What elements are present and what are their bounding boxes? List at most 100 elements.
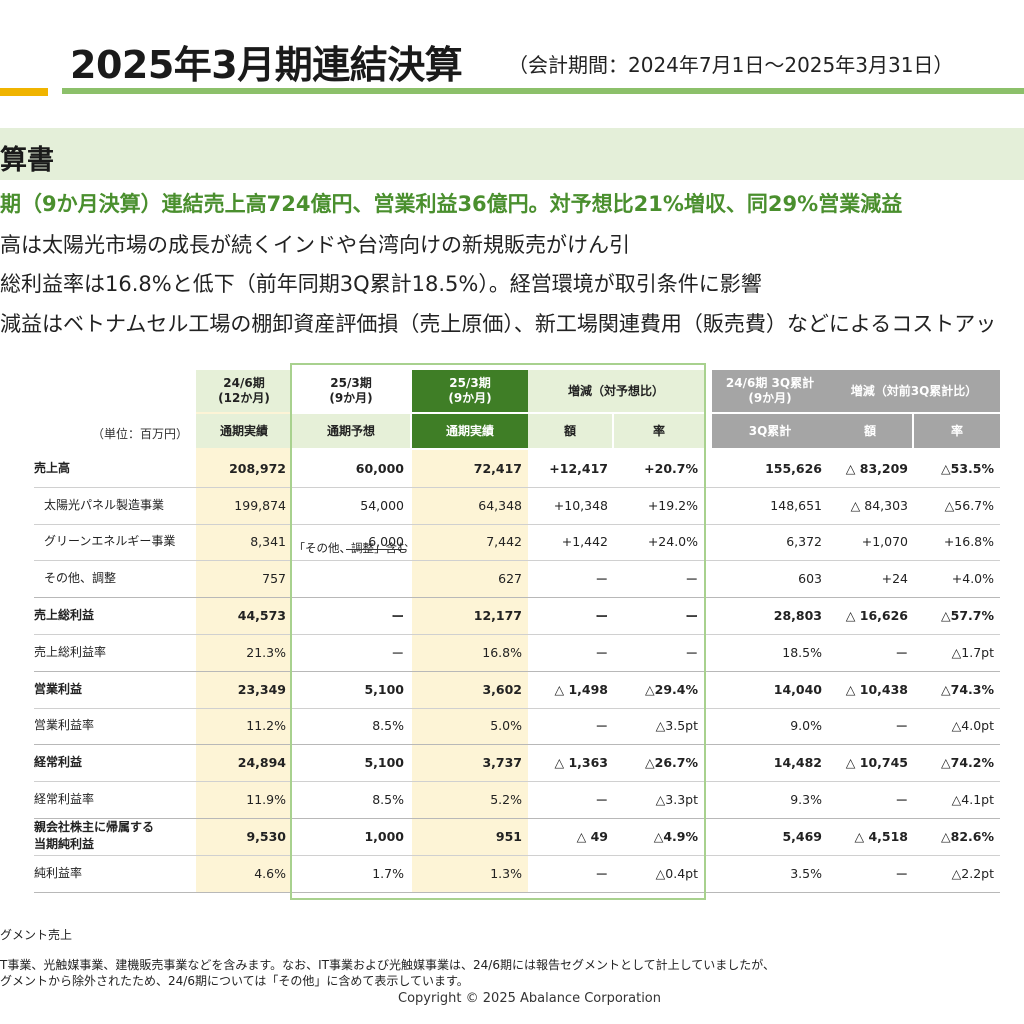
table-cell: 6,372	[786, 534, 822, 550]
header-fy2024-3q: 24/6期 3Q累計 (9か月)	[712, 370, 828, 412]
table-cell: 14,482	[773, 755, 822, 771]
table-cell: △74.2%	[941, 755, 994, 771]
table-cell: △ 1,363	[554, 755, 608, 771]
table-cell: △82.6%	[941, 828, 994, 844]
table-cell: 5,100	[364, 755, 404, 771]
table-cell: 6,000	[368, 534, 404, 550]
table-cell: △29.4%	[645, 681, 698, 697]
forecast-underline	[346, 549, 406, 550]
table-cell: +1,070	[861, 534, 908, 550]
table-cell: 72,417	[473, 460, 522, 476]
header-fy2024: 24/6期 (12か月)	[196, 370, 292, 412]
table-cell: 627	[498, 571, 522, 587]
table-cell: 60,000	[355, 460, 404, 476]
subheader-amount: 額	[828, 414, 912, 448]
footnote: グメント売上	[0, 928, 73, 942]
table-cell: +10,348	[553, 497, 608, 513]
row-label: 営業利益率	[34, 718, 95, 733]
table-cell: 12,177	[473, 608, 522, 624]
page-title: 2025年3月期連結決算	[70, 43, 463, 87]
table-cell: 5,100	[364, 681, 404, 697]
summary-headline: 期（9か月決算）連結売上高724億円、営業利益36億円。対予想比21%増収、同2…	[0, 192, 903, 216]
row-divider	[34, 854, 1000, 856]
table-cell: 11.9%	[246, 792, 286, 808]
table-cell: △ 16,626	[845, 608, 908, 624]
table-cell: +20.7%	[644, 460, 698, 476]
table-cell: ー	[595, 719, 608, 735]
row-label: 売上総利益	[34, 608, 95, 623]
table-cell: +24.0%	[647, 534, 698, 550]
table-cell: 757	[262, 571, 286, 587]
table-cell: 11.2%	[246, 718, 286, 734]
table-cell: ー	[595, 572, 608, 588]
row-divider	[34, 634, 1000, 635]
table-cell: △57.7%	[941, 608, 994, 624]
row-divider	[34, 486, 1000, 488]
table-cell: 3.5%	[790, 865, 822, 881]
table-cell: 4.6%	[254, 865, 286, 881]
table-cell: 148,651	[770, 497, 822, 513]
table-cell: ー	[895, 793, 908, 809]
table-cell: △53.5%	[941, 460, 994, 476]
row-divider	[34, 781, 1000, 783]
table-cell: +1,442	[561, 534, 608, 550]
row-label: 売上高	[34, 460, 71, 475]
table-cell: 9.3%	[790, 792, 822, 808]
table-cell: △ 49	[576, 828, 608, 844]
table-cell: △0.4pt	[655, 865, 698, 881]
table-cell: 16.8%	[482, 644, 522, 660]
table-cell: ー	[595, 645, 608, 661]
section-title: 算書	[0, 145, 54, 176]
subheader-3q: 3Q累計	[712, 414, 828, 448]
table-cell: +16.8%	[943, 534, 994, 550]
row-label: グリーンエネルギー事業	[44, 534, 176, 549]
table-cell: △26.7%	[645, 755, 698, 771]
title-accent-bar	[0, 88, 48, 96]
row-label: その他、調整	[44, 571, 117, 586]
table-cell: ー	[895, 719, 908, 735]
row-label: 親会社株主に帰属する 当期純利益	[34, 820, 155, 852]
table-cell: △ 1,498	[554, 681, 608, 697]
table-cell: ー	[895, 866, 908, 882]
header-fy2025-actual: 25/3期 (9か月)	[412, 370, 528, 412]
table-cell: +24	[881, 571, 908, 587]
fiscal-period: （会計期間：2024年7月1日～2025年3月31日）	[508, 53, 954, 77]
table-cell: △4.0pt	[951, 718, 994, 734]
table-cell: △ 84,303	[850, 497, 908, 513]
table-cell: △4.9%	[653, 828, 698, 844]
col-fy2024-bg	[196, 412, 292, 892]
row-divider	[34, 707, 1000, 709]
title-underline-bar	[62, 88, 1024, 94]
row-divider	[34, 597, 1000, 599]
table-cell: 1,000	[364, 828, 404, 844]
table-cell: △3.3pt	[655, 792, 698, 808]
table-cell: ー	[685, 572, 698, 588]
table-cell: 18.5%	[782, 644, 822, 660]
header-fy2025-forecast: 25/3期 (9か月)	[329, 376, 373, 405]
row-divider	[34, 560, 1000, 562]
table-cell: 3,602	[482, 681, 522, 697]
footnote: T事業、光触媒事業、建機販売事業などを含みます。なお、IT事業および光触媒事業は…	[0, 958, 775, 972]
header-vs-forecast: 増減（対予想比）	[528, 370, 704, 412]
table-cell: △3.5pt	[655, 718, 698, 734]
table-cell: △4.1pt	[951, 792, 994, 808]
subheader-forecast: 通期予想	[292, 414, 410, 448]
row-label: 売上総利益率	[34, 644, 107, 659]
table-cell: 21.3%	[246, 644, 286, 660]
subheader-rate: 率	[914, 414, 1000, 448]
footnote: グメントから除外されたため、24/6期については「その他」に含めて表示しています…	[0, 974, 469, 988]
table-cell: 951	[495, 828, 522, 844]
row-divider	[34, 670, 1000, 672]
table-cell: △ 10,745	[845, 755, 908, 771]
summary-bullet: 総利益率は16.8%と低下（前年同期3Q累計18.5%）。経営環境が取引条件に影…	[0, 272, 762, 296]
row-label: 経常利益	[34, 755, 83, 770]
table-cell: △56.7%	[944, 497, 994, 513]
table-cell: 28,803	[773, 608, 822, 624]
row-divider	[34, 744, 1000, 746]
table-cell: 24,894	[237, 755, 286, 771]
summary-bullet: 減益はベトナムセル工場の棚卸資産評価損（売上原価）、新工場関連費用（販売費）など…	[0, 312, 997, 336]
table-cell: 8.5%	[372, 792, 404, 808]
table-cell: 54,000	[360, 497, 404, 513]
subheader-actual: 通期実績	[412, 414, 528, 448]
row-label: 純利益率	[34, 865, 83, 880]
